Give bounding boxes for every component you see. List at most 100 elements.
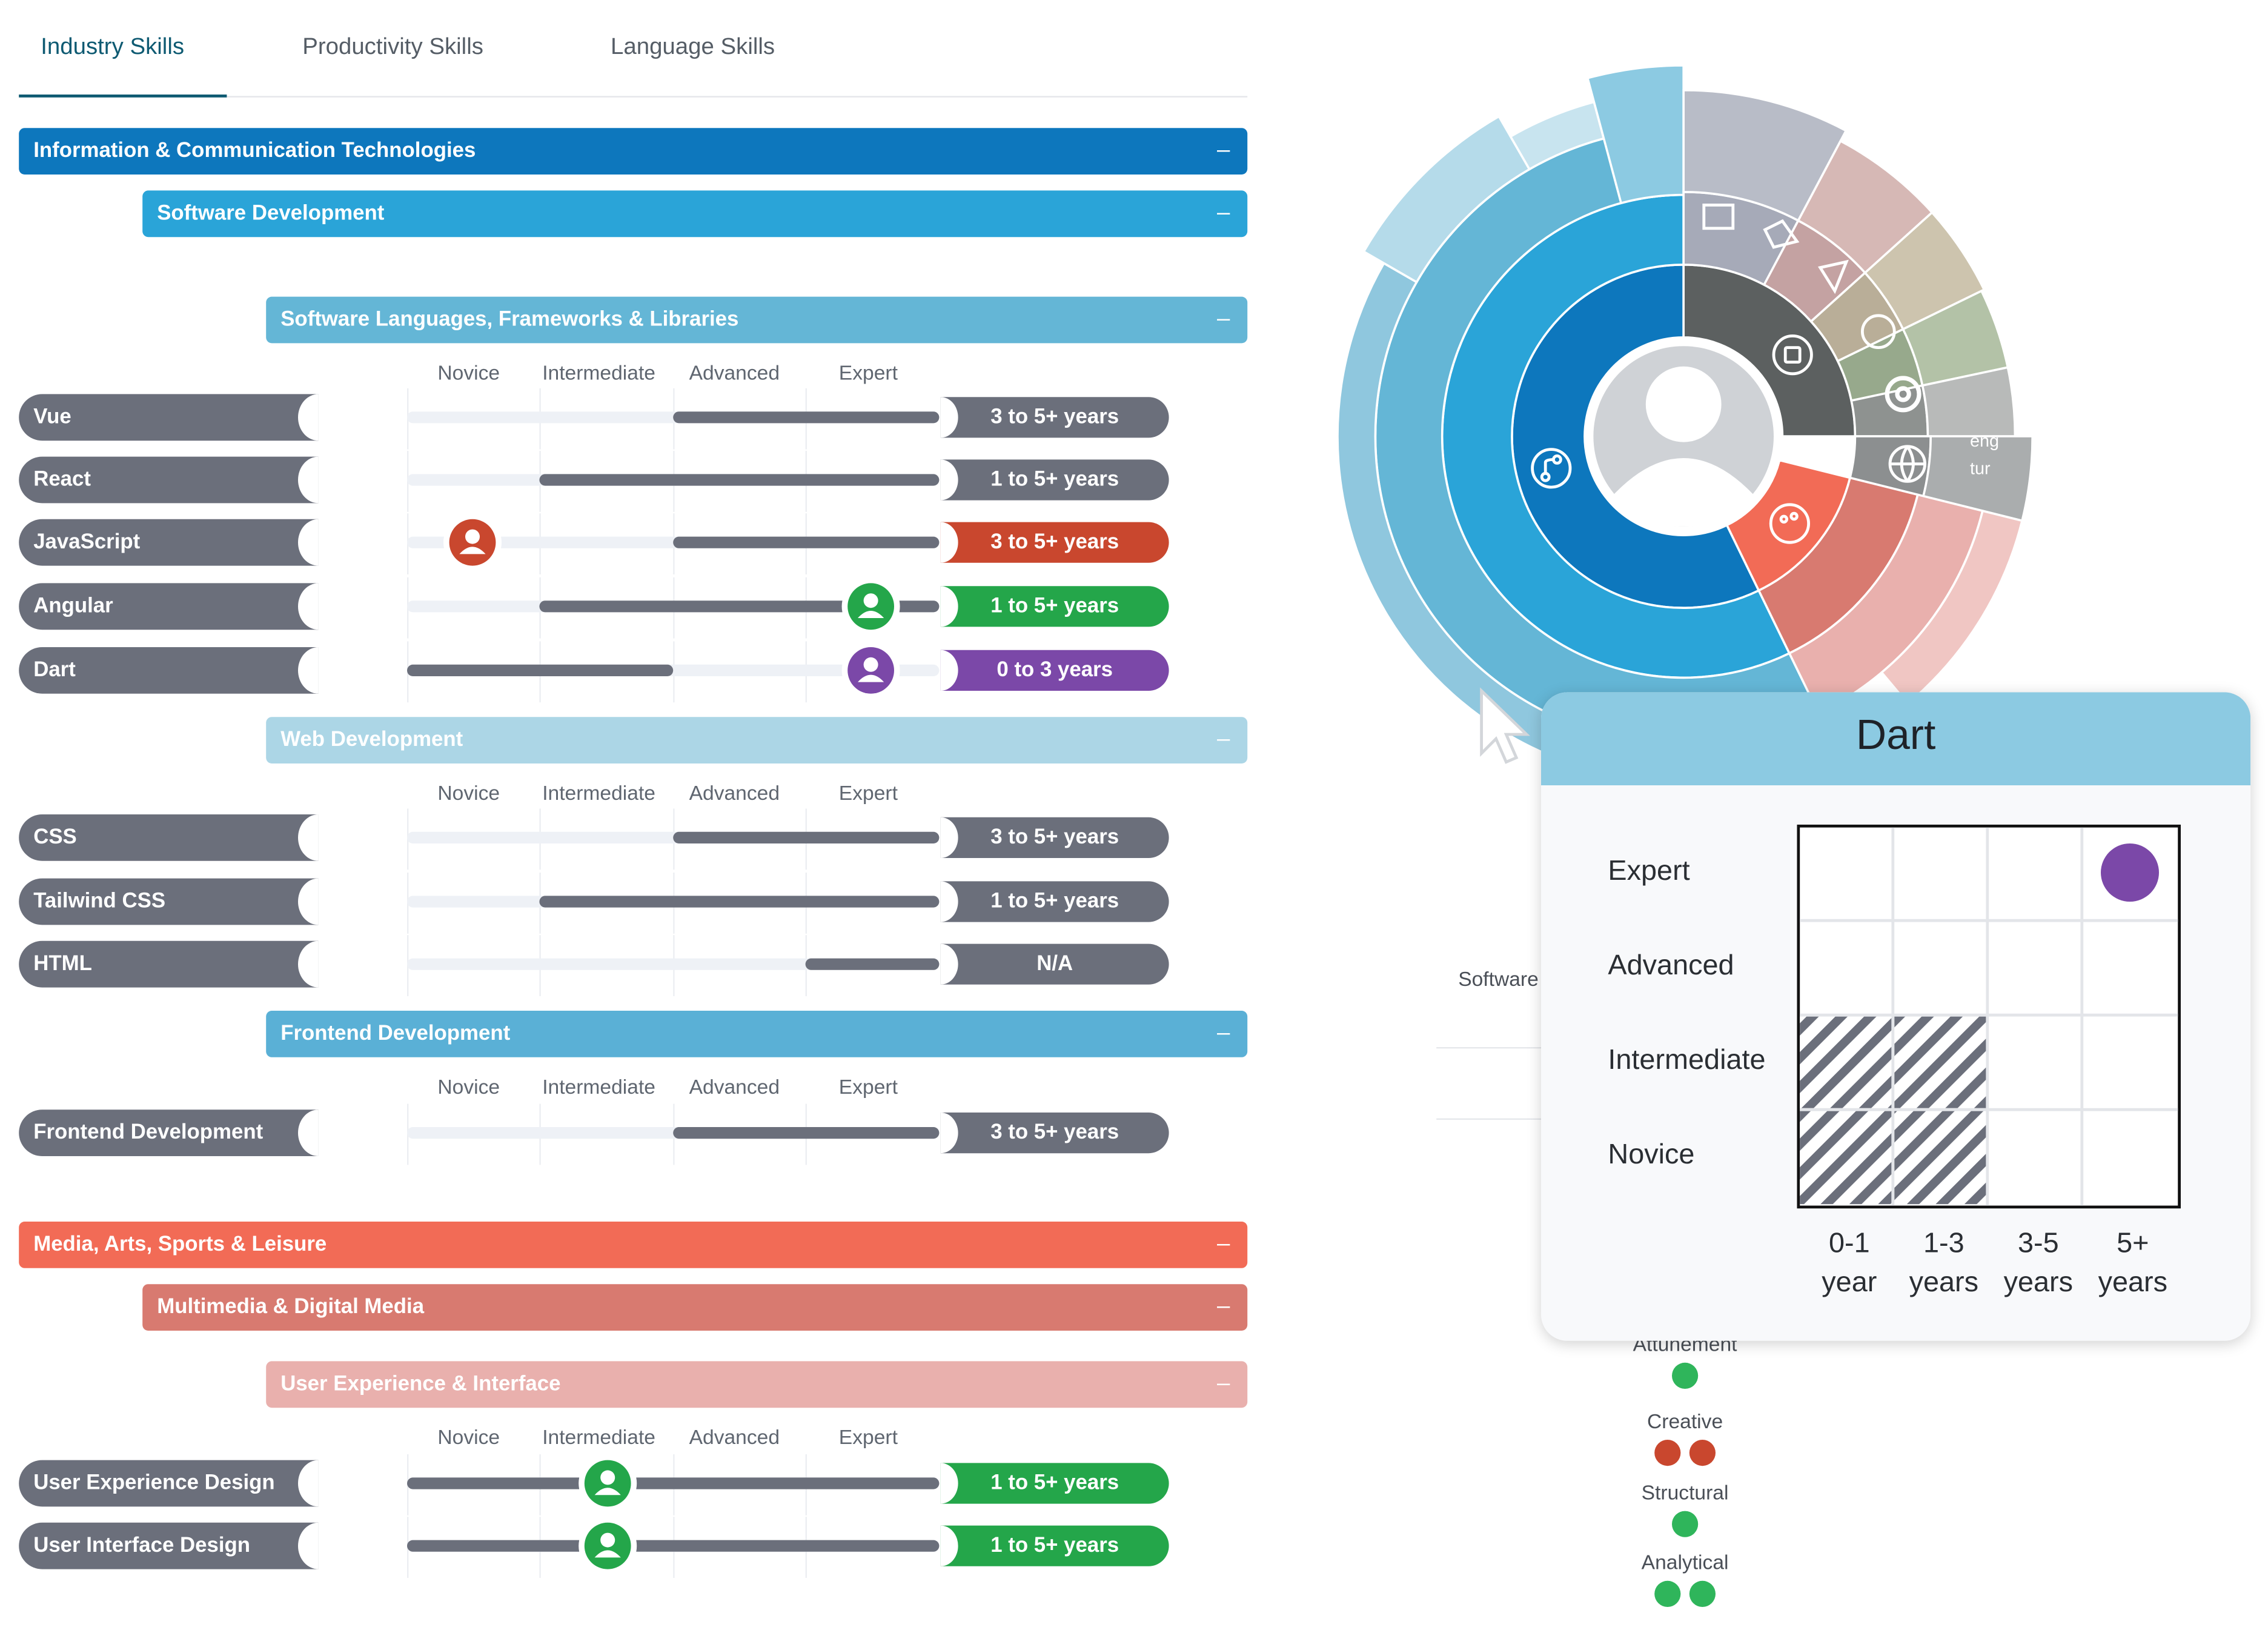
- level-header-intermediate: Intermediate: [542, 1074, 655, 1099]
- triangle-icon: [1817, 259, 1849, 294]
- level-header-expert: Expert: [838, 1074, 898, 1099]
- skill-label-html[interactable]: HTML: [19, 940, 319, 988]
- popup-title: Dart: [1855, 713, 1936, 759]
- skill-label-css[interactable]: CSS: [19, 814, 319, 861]
- experience-years-badge: 3 to 5+ years: [940, 1113, 1169, 1154]
- skill-level-fill: [673, 536, 940, 548]
- self-assessment-marker-icon[interactable]: [847, 583, 894, 630]
- self-assessment-marker-icon[interactable]: [847, 647, 894, 694]
- skills-sunburst-chart[interactable]: eng tur: [1279, 44, 2094, 800]
- level-header-expert: Expert: [838, 1425, 898, 1449]
- self-assessment-marker-icon[interactable]: [584, 1460, 631, 1507]
- tab-productivity-skills[interactable]: Productivity Skills: [302, 35, 483, 60]
- experience-years-badge: N/A: [940, 943, 1169, 985]
- skill-track: [407, 664, 940, 676]
- skill-track: [407, 1540, 940, 1552]
- collapse-media-arts-button[interactable]: –: [1217, 1231, 1230, 1257]
- collapse-ict-button[interactable]: –: [1217, 138, 1230, 163]
- category-software-development[interactable]: Software Development –: [142, 190, 1248, 238]
- category-media-arts[interactable]: Media, Arts, Sports & Leisure –: [19, 1222, 1248, 1268]
- skill-label-frontend-development[interactable]: Frontend Development: [19, 1109, 319, 1157]
- self-assessment-marker-icon[interactable]: [584, 1522, 631, 1569]
- skill-track: [407, 896, 940, 908]
- category-languages-frameworks[interactable]: Software Languages, Frameworks & Librari…: [266, 296, 1248, 344]
- code-branch-icon: [1531, 448, 1572, 489]
- skill-label-dart[interactable]: Dart: [19, 647, 319, 694]
- side-label-software: Software: [1458, 967, 1539, 991]
- skill-track: [407, 411, 940, 424]
- skill-track: [407, 536, 940, 548]
- grid-cell-filled: [1800, 1016, 1892, 1108]
- skill-label-user-interface-design[interactable]: User Interface Design: [19, 1522, 319, 1569]
- collapse-frontend-development-button[interactable]: –: [1217, 1020, 1230, 1046]
- level-header-novice: Novice: [437, 1425, 500, 1449]
- category-ict[interactable]: Information & Communication Technologies…: [19, 128, 1248, 175]
- competency-dot: [1689, 1440, 1716, 1466]
- tab-industry-skills[interactable]: Industry Skills: [41, 35, 185, 60]
- skill-level-fill: [805, 958, 940, 970]
- collapse-languages-frameworks-button[interactable]: –: [1217, 307, 1230, 332]
- popup-year-0-1: 0-1 year: [1822, 1227, 1877, 1299]
- skill-label-javascript[interactable]: JavaScript: [19, 519, 319, 566]
- category-multimedia[interactable]: Multimedia & Digital Media –: [142, 1284, 1248, 1331]
- divider-line: [1436, 1047, 1553, 1049]
- popup-level-novice: Novice: [1608, 1139, 1695, 1171]
- collapse-software-development-button[interactable]: –: [1217, 201, 1230, 225]
- level-header-expert: Expert: [838, 361, 898, 384]
- experience-years-badge: 1 to 5+ years: [940, 586, 1169, 627]
- skill-label-vue[interactable]: Vue: [19, 394, 319, 441]
- competency-dot: [1654, 1440, 1681, 1466]
- level-header-intermediate: Intermediate: [542, 361, 655, 384]
- experience-years-badge: 1 to 5+ years: [940, 1525, 1169, 1566]
- level-header-novice: Novice: [437, 361, 500, 384]
- skill-label-user-experience-design[interactable]: User Experience Design: [19, 1460, 319, 1507]
- grid-cell-filled: [1800, 1111, 1892, 1205]
- sunburst-segment[interactable]: [1682, 88, 1848, 222]
- competency-label: Structural: [1641, 1480, 1729, 1504]
- skill-track: [407, 474, 940, 486]
- popup-level-expert: Expert: [1608, 855, 1690, 887]
- sunburst-label-eng: eng: [1970, 431, 1999, 451]
- tab-language-skills[interactable]: Language Skills: [611, 35, 775, 60]
- skill-detail-popup: Dart Expert Advanced Intermediate Novice: [1541, 692, 2251, 1341]
- collapse-ux-ui-button[interactable]: –: [1217, 1371, 1230, 1396]
- sunburst-segment[interactable]: [1880, 509, 2024, 705]
- experience-years-badge: 1 to 5+ years: [940, 881, 1169, 922]
- popup-year-5-plus: 5+ years: [2098, 1227, 2168, 1299]
- experience-years-badge: 3 to 5+ years: [940, 397, 1169, 438]
- competency-label: Creative: [1647, 1409, 1723, 1432]
- level-header-advanced: Advanced: [689, 1074, 780, 1099]
- category-multimedia-label: Multimedia & Digital Media: [157, 1296, 425, 1319]
- skill-label-angular[interactable]: Angular: [19, 583, 319, 630]
- category-software-development-label: Software Development: [157, 202, 385, 225]
- level-header-intermediate: Intermediate: [542, 780, 655, 805]
- category-web-development-label: Web Development: [280, 728, 463, 752]
- skill-level-fill: [407, 664, 674, 676]
- avatar-icon: [1614, 366, 1754, 527]
- popup-level-advanced: Advanced: [1608, 950, 1734, 982]
- category-web-development[interactable]: Web Development –: [266, 717, 1248, 763]
- self-assessment-marker-icon[interactable]: [449, 519, 496, 566]
- competency-label: Analytical: [1641, 1550, 1729, 1574]
- skill-label-react[interactable]: React: [19, 456, 319, 504]
- category-frontend-development[interactable]: Frontend Development –: [266, 1011, 1248, 1057]
- skill-level-fill: [407, 1477, 940, 1489]
- category-ux-ui[interactable]: User Experience & Interface –: [266, 1361, 1248, 1408]
- competency-dot: [1672, 1362, 1699, 1389]
- category-ux-ui-label: User Experience & Interface: [280, 1372, 561, 1396]
- competency-dot: [1672, 1511, 1699, 1537]
- popup-level-intermediate: Intermediate: [1608, 1044, 1766, 1077]
- category-frontend-development-label: Frontend Development: [280, 1022, 511, 1046]
- collapse-web-development-button[interactable]: –: [1217, 727, 1230, 752]
- level-header-expert: Expert: [838, 780, 898, 805]
- active-tab-indicator: [19, 95, 227, 98]
- collapse-multimedia-button[interactable]: –: [1217, 1294, 1230, 1319]
- category-ict-label: Information & Communication Technologies: [33, 139, 476, 163]
- category-media-arts-label: Media, Arts, Sports & Leisure: [33, 1233, 327, 1257]
- gear-icon: [1885, 376, 1921, 413]
- competency-dot: [1654, 1580, 1681, 1607]
- level-header-intermediate: Intermediate: [542, 1425, 655, 1449]
- level-header-advanced: Advanced: [689, 361, 780, 384]
- experience-years-badge: 3 to 5+ years: [940, 817, 1169, 858]
- skill-label-tailwind-css[interactable]: Tailwind CSS: [19, 878, 319, 925]
